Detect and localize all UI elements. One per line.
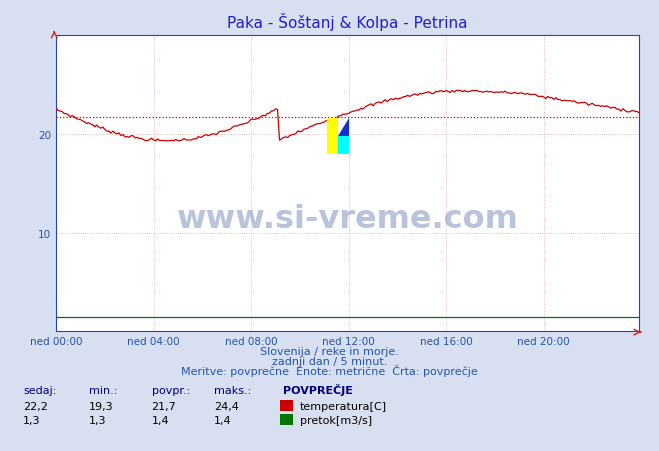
Text: www.si-vreme.com: www.si-vreme.com (177, 204, 519, 235)
Text: min.:: min.: (89, 385, 117, 395)
Text: 1,4: 1,4 (152, 415, 169, 425)
Text: temperatura[C]: temperatura[C] (300, 401, 387, 411)
Polygon shape (338, 119, 349, 137)
Text: 1,3: 1,3 (89, 415, 107, 425)
Text: 1,3: 1,3 (23, 415, 41, 425)
Text: maks.:: maks.: (214, 385, 252, 395)
Text: 21,7: 21,7 (152, 401, 177, 411)
Bar (328, 119, 338, 154)
Text: pretok[m3/s]: pretok[m3/s] (300, 415, 372, 425)
Text: zadnji dan / 5 minut.: zadnji dan / 5 minut. (272, 356, 387, 366)
Text: Slovenija / reke in morje.: Slovenija / reke in morje. (260, 346, 399, 356)
Title: Paka - Šoštanj & Kolpa - Petrina: Paka - Šoštanj & Kolpa - Petrina (227, 13, 468, 31)
Text: sedaj:: sedaj: (23, 385, 57, 395)
Text: 1,4: 1,4 (214, 415, 232, 425)
Bar (338, 137, 349, 154)
Text: 22,2: 22,2 (23, 401, 48, 411)
Text: Meritve: povprečne  Enote: metrične  Črta: povprečje: Meritve: povprečne Enote: metrične Črta:… (181, 364, 478, 376)
Text: POVPREČJE: POVPREČJE (283, 383, 353, 395)
Text: 24,4: 24,4 (214, 401, 239, 411)
Text: povpr.:: povpr.: (152, 385, 190, 395)
Text: 19,3: 19,3 (89, 401, 113, 411)
